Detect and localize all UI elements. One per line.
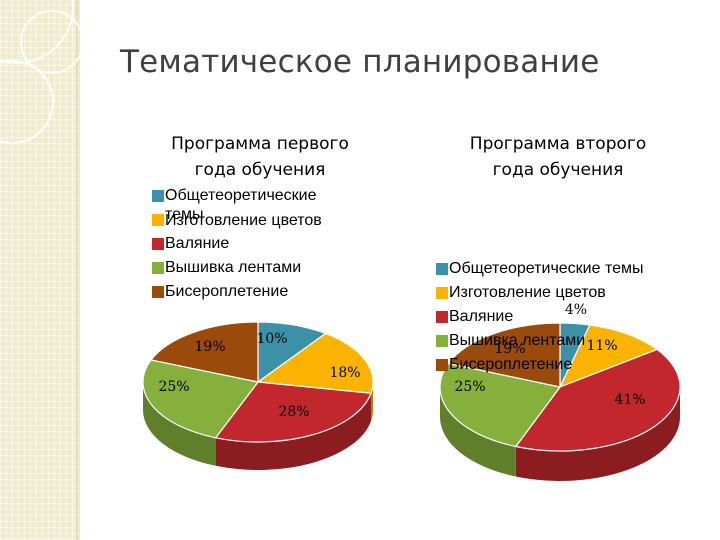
chart2-title-line1: Программа второго: [469, 134, 647, 154]
chart2-data-label-flowers: 11%: [586, 338, 617, 354]
chart2-legend-swatch-beading: [436, 359, 448, 371]
chart1-legend-label-ribbon: Вышивка лентами: [165, 259, 302, 276]
chart2-data-label-felting: 41%: [614, 392, 645, 408]
chart2-legend-swatch-theory: [436, 263, 448, 275]
chart1-slice-side-ribbon: [143, 382, 216, 466]
chart1-data-label-beading: 19%: [194, 339, 225, 355]
chart2-legend-label-beading: Бисероплетение: [449, 356, 573, 373]
chart1-slice-theory: [257, 321, 327, 383]
page-title: Тематическое планирование: [120, 44, 600, 80]
chart2-slice-side-felting: [515, 387, 680, 482]
chart1-legend-swatch-beading: [152, 286, 164, 298]
chart2-slice-flowers: [559, 324, 658, 388]
chart1-legend-swatch-felting: [152, 238, 164, 250]
chart2-slice-felting: [515, 348, 681, 452]
chart1-slice-beading: [150, 321, 259, 383]
chart2-data-label-theory: 4%: [565, 302, 587, 318]
chart1-slice-side-felting: [215, 393, 371, 471]
chart2-data-label-ribbon: 25%: [454, 379, 485, 395]
chart1-title-line1: Программа первого: [171, 134, 349, 154]
chart1-title: Программа первого года обучения: [140, 131, 380, 183]
chart1-data-label-ribbon: 25%: [158, 379, 189, 395]
chart2-legend-swatch-felting: [436, 311, 448, 323]
chart1-legend-swatch-theory: [152, 190, 164, 202]
chart1-data-label-flowers: 18%: [329, 365, 360, 381]
chart1-pie: 10% 18% 28% 25% 19%: [142, 321, 374, 471]
chart1-legend-label-theory: Общетеоретические: [165, 187, 317, 204]
decorative-sidebar: [0, 0, 80, 540]
chart1-slice-felting: [215, 381, 372, 443]
chart1-legend-label-flowers: Изготовление цветов: [165, 212, 322, 229]
chart1-slice-ribbon: [142, 359, 259, 439]
chart1-legend-swatch-flowers: [152, 214, 164, 226]
chart1-data-label-felting: 28%: [278, 404, 309, 420]
chart2-title-line2: года обучения: [492, 160, 624, 180]
chart2-data-label-beading: 19%: [494, 341, 525, 357]
chart2-legend-label-theory: Общетеоретические темы: [449, 260, 644, 277]
chart2-slice-beading: [447, 322, 561, 388]
chart1-legend-label-theory-wrap: темы: [165, 206, 204, 223]
chart2-slice-ribbon: [439, 362, 561, 448]
chart1-data-label-theory: 10%: [256, 331, 287, 347]
chart1-legend-swatch-ribbon: [152, 262, 164, 274]
chart2-legend-label-felting: Валяние: [449, 308, 514, 325]
chart2-legend-swatch-flowers: [436, 287, 448, 299]
chart1-legend-label-beading: Бисероплетение: [165, 283, 289, 300]
chart2-legend-label-ribbon: Вышивка лентами: [449, 332, 586, 349]
chart2-pie: 4% 11% 41% 25% 19%: [439, 302, 681, 482]
chart2-legend-label-flowers: Изготовление цветов: [449, 284, 606, 301]
chart1-legend-label-felting: Валяние: [165, 235, 230, 252]
chart2-legend-swatch-ribbon: [436, 335, 448, 347]
chart2-title: Программа второго года обучения: [438, 131, 678, 183]
chart1-slice-flowers: [257, 332, 374, 394]
chart1-title-line2: года обучения: [194, 160, 326, 180]
chart2-slice-side-ribbon: [440, 387, 516, 477]
